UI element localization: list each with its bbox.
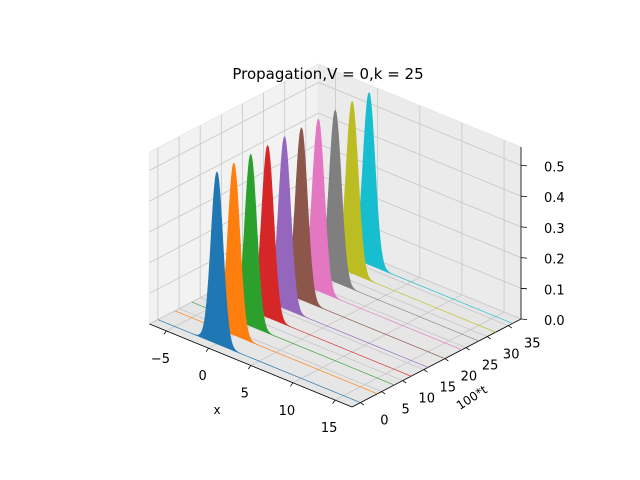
x-gridline	[250, 277, 420, 366]
y-tick	[508, 325, 513, 329]
z-gridline	[149, 112, 319, 202]
z-tick	[520, 287, 528, 290]
x-tick	[290, 382, 294, 387]
y-tick	[444, 358, 449, 362]
y-tick-label: 20	[461, 370, 478, 385]
z-gridline	[318, 82, 522, 166]
z-tick	[520, 195, 528, 197]
z-tick-label: 0.5	[544, 160, 565, 175]
y-axis-label: 100*t	[454, 382, 490, 412]
y-tick	[486, 336, 491, 340]
z-tick	[520, 226, 528, 228]
z-tick-label: 0.0	[544, 314, 565, 329]
y-tick-label: 35	[524, 337, 541, 352]
x-tick	[205, 347, 209, 352]
x-tick-label: 0	[198, 369, 206, 384]
y-tick-label: 15	[440, 381, 457, 396]
z-tick	[520, 318, 528, 320]
axis-lines	[149, 147, 528, 408]
series-group	[157, 91, 513, 403]
x-tick-label: 5	[241, 387, 249, 402]
x-gridline	[334, 311, 505, 401]
z-tick-label: 0.3	[544, 222, 565, 237]
z-tick-label: 0.4	[544, 191, 565, 206]
x-tick-label: 15	[321, 421, 338, 436]
chart-title: Propagation,V = 0,k = 25	[232, 65, 423, 83]
z-tick	[520, 165, 528, 167]
x-tick	[332, 399, 336, 404]
y-tick-label: 10	[418, 392, 435, 407]
z-tick	[520, 257, 528, 259]
z-tick-label: 0.2	[544, 253, 565, 268]
x-tick-label: 10	[279, 404, 296, 419]
y-axis-line	[351, 318, 522, 408]
y-tick	[423, 369, 428, 373]
x-tick	[247, 365, 252, 370]
y-tick-label: 25	[482, 359, 499, 374]
y-tick-label: 5	[401, 403, 409, 418]
z-tick-label: 0.1	[544, 283, 565, 298]
x-axis-label: x	[213, 403, 220, 417]
y-tick	[381, 391, 386, 395]
y-tick-label: 0	[380, 414, 388, 429]
y-tick-label: 30	[503, 348, 520, 363]
x-tick-label: −5	[151, 352, 170, 367]
y-tick	[465, 347, 470, 351]
y-tick	[360, 402, 365, 406]
x-gridline	[292, 294, 463, 384]
x-tick	[163, 330, 167, 335]
series-t-0	[157, 171, 361, 403]
y-tick	[402, 380, 407, 384]
z-gridline	[149, 82, 319, 171]
